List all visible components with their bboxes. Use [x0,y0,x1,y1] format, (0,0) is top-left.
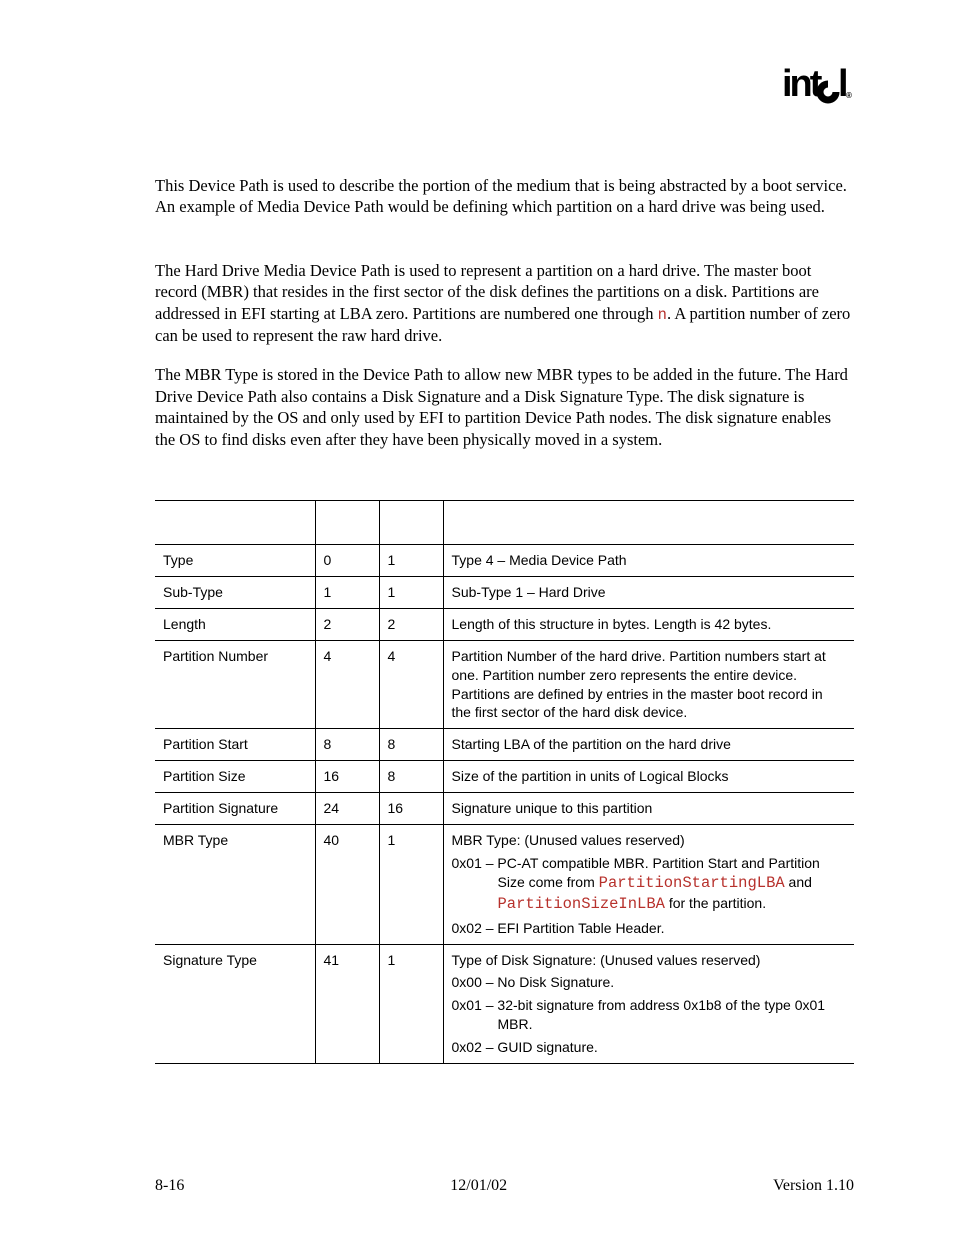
desc-line: 0x01 – 32-bit signature from address 0x1… [452,996,847,1034]
cell-offset: 40 [315,824,379,944]
body-text: This Device Path is used to describe the… [155,175,854,450]
paragraph-3: The MBR Type is stored in the Device Pat… [155,364,854,450]
desc-line: 0x01 – PC-AT compatible MBR. Partition S… [452,854,847,915]
table-header [443,501,854,545]
cell-offset: 2 [315,608,379,640]
code-literal: PartitionSizeInLBA [498,895,665,913]
cell-description: Sub-Type 1 – Hard Drive [443,576,854,608]
desc-line: Starting LBA of the partition on the har… [452,735,847,754]
page-content: This Device Path is used to describe the… [0,0,954,1064]
cell-length: 1 [379,824,443,944]
svg-text:int: int [782,63,823,105]
cell-length: 2 [379,608,443,640]
cell-description: Size of the partition in units of Logica… [443,761,854,793]
desc-line: Type of Disk Signature: (Unused values r… [452,951,847,970]
desc-line: MBR Type: (Unused values reserved) [452,831,847,850]
cell-mnemonic: Partition Start [155,729,315,761]
cell-description: Partition Number of the hard drive. Part… [443,640,854,729]
cell-length: 8 [379,729,443,761]
table-row: Partition Size168 Size of the partition i… [155,761,854,793]
table-header-row [155,501,854,545]
desc-line: 0x02 – GUID signature. [452,1038,847,1057]
footer-date: 12/01/02 [450,1177,507,1195]
paragraph-1: This Device Path is used to describe the… [155,175,854,218]
cell-offset: 4 [315,640,379,729]
table-row: Partition Number44Partition Number of th… [155,640,854,729]
cell-length: 1 [379,545,443,577]
desc-line: Partition Number of the hard drive. Part… [452,647,847,723]
cell-offset: 0 [315,545,379,577]
desc-line: Size of the partition in units of Logica… [452,767,847,786]
table-row: Partition Start88Starting LBA of the par… [155,729,854,761]
intel-logo: int l ® [782,62,854,115]
desc-line: Sub-Type 1 – Hard Drive [452,583,847,602]
cell-mnemonic: MBR Type [155,824,315,944]
cell-length: 16 [379,793,443,825]
cell-offset: 16 [315,761,379,793]
cell-mnemonic: Signature Type [155,944,315,1063]
table-row: Type01 Type 4 – Media Device Path [155,545,854,577]
cell-description: Signature unique to this partition [443,793,854,825]
cell-offset: 24 [315,793,379,825]
cell-length: 1 [379,944,443,1063]
cell-length: 4 [379,640,443,729]
cell-mnemonic: Partition Size [155,761,315,793]
table-row: Length22Length of this structure in byte… [155,608,854,640]
spec-table: Type01Type 4 – Media Device PathSub-Type… [155,500,854,1064]
cell-description: MBR Type: (Unused values reserved) 0x01 –… [443,824,854,944]
cell-offset: 41 [315,944,379,1063]
cell-mnemonic: Sub-Type [155,576,315,608]
page-footer: 8-16 12/01/02 Version 1.10 [155,1177,854,1195]
paragraph-2: The Hard Drive Media Device Path is used… [155,260,854,346]
cell-description: Type of Disk Signature: (Unused values r… [443,944,854,1063]
cell-offset: 1 [315,576,379,608]
table-header [379,501,443,545]
footer-page-number: 8-16 [155,1177,184,1195]
cell-mnemonic: Length [155,608,315,640]
cell-length: 8 [379,761,443,793]
table-row: Sub-Type11Sub-Type 1 – Hard Drive [155,576,854,608]
footer-version: Version 1.10 [773,1177,854,1195]
cell-mnemonic: Type [155,545,315,577]
table-header [315,501,379,545]
desc-line: Signature unique to this partition [452,799,847,818]
table-row: Signature Type411 Type of Disk Signature:… [155,944,854,1063]
cell-mnemonic: Partition Signature [155,793,315,825]
variable-n: n [658,306,667,324]
cell-offset: 8 [315,729,379,761]
cell-description: Length of this structure in bytes. Lengt… [443,608,854,640]
desc-line: Type 4 – Media Device Path [452,551,847,570]
cell-description: Starting LBA of the partition on the har… [443,729,854,761]
table-header [155,501,315,545]
table-row: MBR Type401MBR Type: (Unused values rese… [155,824,854,944]
desc-line: 0x00 – No Disk Signature. [452,973,847,992]
svg-text:®: ® [846,91,852,100]
cell-description: Type 4 – Media Device Path [443,545,854,577]
code-literal: PartitionStartingLBA [599,874,785,892]
desc-line: Length of this structure in bytes. Lengt… [452,615,847,634]
cell-length: 1 [379,576,443,608]
table-row: Partition Signature2416 Signature unique … [155,793,854,825]
desc-line: 0x02 – EFI Partition Table Header. [452,919,847,938]
cell-mnemonic: Partition Number [155,640,315,729]
